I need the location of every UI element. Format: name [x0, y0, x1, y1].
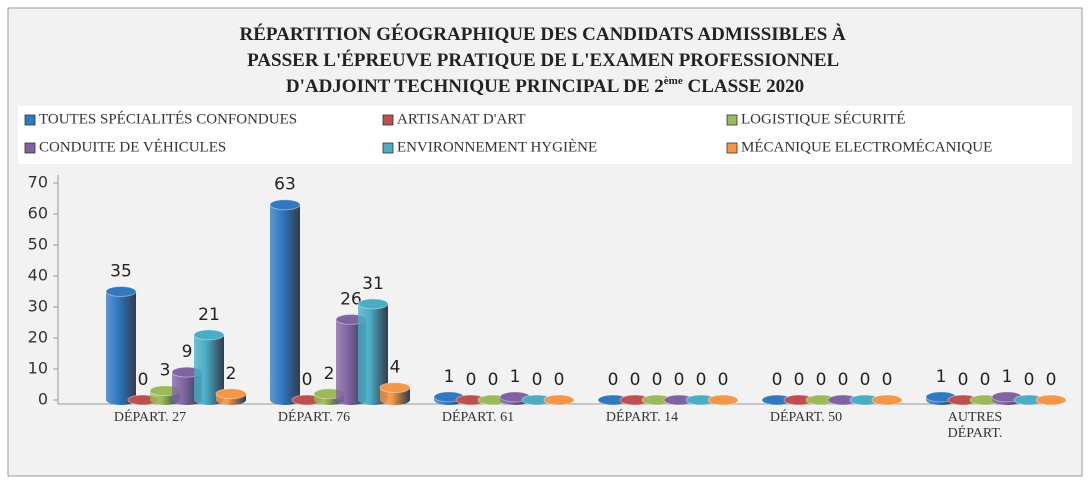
- cylinder-body: [380, 387, 410, 405]
- y-tick-label: 70: [28, 173, 48, 192]
- data-label: 0: [794, 370, 805, 390]
- cylinder-top: [1035, 394, 1067, 406]
- data-label: 0: [608, 370, 619, 390]
- cylinder-body: [106, 291, 136, 405]
- data-label: 0: [1024, 370, 1035, 390]
- title-line: PASSER L'ÉPREUVE PRATIQUE DE L'EXAMEN PR…: [247, 49, 838, 71]
- y-tick-label: 20: [28, 328, 48, 347]
- data-label: 35: [110, 262, 132, 282]
- cylinder-top: [871, 394, 903, 406]
- data-label: 0: [302, 370, 313, 390]
- y-tick-label: 40: [28, 266, 48, 285]
- data-label: 1: [510, 367, 521, 387]
- cylinder: [707, 394, 739, 406]
- legend-label: ARTISANAT D'ART: [397, 111, 526, 127]
- cylinder: [215, 388, 247, 405]
- cylinder-top: [269, 199, 301, 211]
- y-tick-label: 50: [28, 235, 48, 254]
- cylinder-top: [707, 394, 739, 406]
- x-tick-label: DÉPART. 14: [605, 410, 679, 425]
- data-label: 3: [160, 361, 171, 381]
- data-label: 0: [488, 370, 499, 390]
- cylinder-top: [193, 329, 225, 341]
- cylinder: [663, 394, 695, 406]
- data-label: 26: [340, 289, 362, 309]
- cylinder: [269, 199, 301, 405]
- data-label: 31: [362, 274, 384, 294]
- legend-swatch: [24, 142, 36, 154]
- cylinder: [543, 394, 575, 406]
- chart-title: RÉPARTITION GÉOGRAPHIQUE DES CANDIDATS A…: [240, 23, 851, 97]
- x-tick-label: DÉPART. 27: [113, 410, 187, 425]
- legend-swatch: [726, 114, 738, 126]
- legend-label: MÉCANIQUE ELECTROMÉCANIQUE: [741, 138, 992, 155]
- legend-label: CONDUITE DE VÉHICULES: [39, 138, 226, 155]
- data-label: 0: [696, 370, 707, 390]
- data-label: 0: [138, 370, 149, 390]
- data-label: 0: [466, 370, 477, 390]
- x-tick-label: DÉPART. 50: [769, 410, 843, 425]
- cylinder-body: [194, 334, 224, 405]
- legend-label: TOUTES SPÉCIALITÉS CONFONDUES: [39, 110, 297, 127]
- data-label: 0: [718, 370, 729, 390]
- x-tick-label: DÉPART. 76: [277, 410, 351, 425]
- data-label: 0: [652, 370, 663, 390]
- data-label: 0: [532, 370, 543, 390]
- cylinder-body: [270, 204, 300, 405]
- cylinder-top: [357, 298, 389, 310]
- cylinder: [1035, 394, 1067, 406]
- cylinder: [105, 286, 137, 405]
- data-label: 0: [816, 370, 827, 390]
- legend-swatch: [24, 114, 36, 126]
- title-line: RÉPARTITION GÉOGRAPHIQUE DES CANDIDATS A…: [240, 23, 846, 45]
- y-tick-label: 60: [28, 204, 48, 223]
- data-label: 0: [882, 370, 893, 390]
- data-label: 0: [554, 370, 565, 390]
- legend-box: [18, 106, 1072, 164]
- data-label: 0: [630, 370, 641, 390]
- data-label: 0: [1046, 370, 1057, 390]
- cylinder-top: [379, 382, 411, 394]
- data-label: 2: [324, 364, 335, 384]
- title-line: D'ADJOINT TECHNIQUE PRINCIPAL DE 2: [286, 76, 664, 97]
- y-tick-label: 30: [28, 297, 48, 316]
- legend-label: ENVIRONNEMENT HYGIÈNE: [397, 138, 597, 155]
- data-label: 0: [838, 370, 849, 390]
- data-label: 4: [390, 358, 401, 378]
- data-label: 1: [444, 367, 455, 387]
- cylinder: [379, 382, 411, 405]
- title-sup: ème: [664, 75, 683, 87]
- legend-swatch: [726, 142, 738, 154]
- legend-label: LOGISTIQUE SÉCURITÉ: [741, 110, 906, 127]
- cylinder-top: [215, 388, 247, 400]
- cylinder: [357, 298, 389, 405]
- cylinder-top: [543, 394, 575, 406]
- data-label: 0: [860, 370, 871, 390]
- x-tick-label: AUTRES DÉPART.: [947, 410, 1003, 441]
- y-tick-label: 0: [38, 390, 48, 409]
- data-label: 0: [980, 370, 991, 390]
- title-line: CLASSE 2020: [683, 76, 804, 97]
- data-label: 2: [226, 364, 237, 384]
- cylinder: [193, 329, 225, 405]
- legend-swatch: [382, 114, 394, 126]
- data-label: 0: [772, 370, 783, 390]
- data-label: 1: [936, 367, 947, 387]
- data-label: 9: [182, 342, 193, 362]
- data-label: 0: [958, 370, 969, 390]
- legend-swatch: [382, 142, 394, 154]
- cylinder: [871, 394, 903, 406]
- cylinder: [597, 394, 629, 406]
- data-label: 1: [1002, 367, 1013, 387]
- cylinder-body: [358, 303, 388, 405]
- data-label: 0: [674, 370, 685, 390]
- y-tick-label: 10: [28, 359, 48, 378]
- data-label: 21: [198, 305, 220, 325]
- x-tick-label: DÉPART. 61: [441, 410, 515, 425]
- data-label: 63: [274, 175, 296, 195]
- cylinder-top: [105, 286, 137, 297]
